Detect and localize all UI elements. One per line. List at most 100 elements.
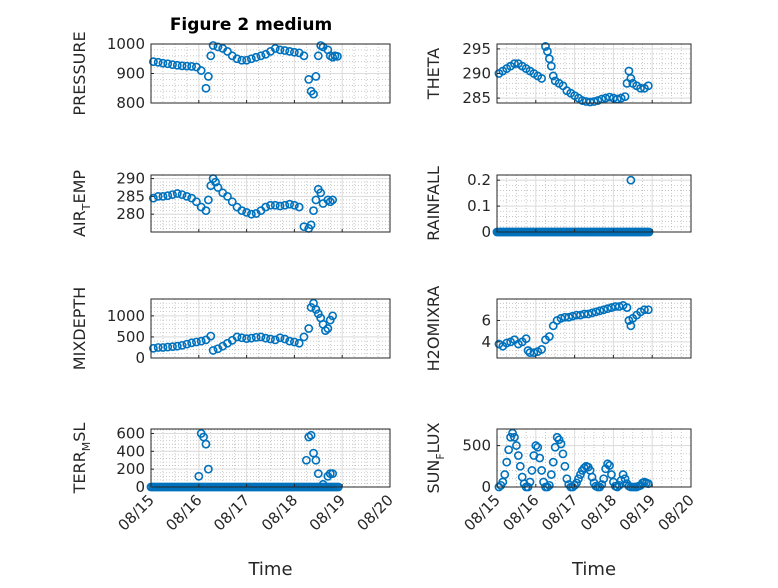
- data-point: [172, 189, 182, 198]
- data-point: [587, 308, 597, 318]
- data-point: [232, 54, 242, 64]
- data-point: [246, 209, 256, 219]
- data-point: [636, 83, 645, 93]
- data-point: [316, 188, 326, 198]
- y-tick-label: 200: [116, 460, 145, 478]
- data-point: [587, 472, 597, 482]
- data-point: [535, 453, 545, 463]
- data-point: [201, 206, 211, 216]
- data-point: [182, 339, 192, 349]
- data-point: [502, 457, 512, 467]
- data-point: [546, 470, 556, 479]
- subplot-rainfall: 0 0.1 0.2 RAINFALL: [424, 166, 692, 241]
- data-point: [289, 200, 299, 210]
- data-point: [537, 466, 547, 475]
- data-point: [261, 333, 271, 343]
- y-tick-label: 1000: [107, 35, 145, 53]
- data-point: [510, 59, 519, 69]
- data-point: [275, 333, 285, 343]
- data-point: [583, 309, 593, 319]
- data-point: [251, 52, 261, 62]
- axes-background: [150, 428, 391, 488]
- data-point: [502, 338, 512, 348]
- data-point: [289, 47, 299, 57]
- y-tick-label: 0: [135, 478, 145, 496]
- data-point: [515, 461, 525, 471]
- y-tick-label: 0: [481, 223, 491, 241]
- x-axis-label: Time: [571, 559, 616, 580]
- data-point: [261, 202, 271, 212]
- data-point: [208, 41, 218, 50]
- data-point: [266, 334, 275, 344]
- data-point: [256, 332, 266, 342]
- data-point: [304, 75, 314, 84]
- data-point: [500, 470, 510, 479]
- data-point: [595, 306, 605, 316]
- y-tick-label: 290: [462, 65, 491, 83]
- data-point: [564, 312, 574, 322]
- data-point: [548, 71, 558, 81]
- data-point: [622, 303, 632, 312]
- data-point: [158, 343, 168, 352]
- data-series: [494, 301, 653, 358]
- data-point: [172, 60, 182, 70]
- y-tick-label: 4: [481, 333, 491, 351]
- data-point: [605, 92, 614, 102]
- data-point: [237, 55, 247, 65]
- data-point: [513, 451, 523, 460]
- data-point: [187, 338, 197, 348]
- x-tick-label: 08/19: [616, 491, 659, 534]
- data-point: [328, 469, 338, 479]
- data-point: [206, 51, 216, 61]
- data-point: [242, 334, 251, 344]
- data-point: [192, 197, 201, 207]
- data-series: [148, 298, 338, 355]
- y-tick-label: 6: [481, 311, 491, 329]
- data-point: [321, 326, 330, 336]
- y-tick-label: 290: [116, 170, 145, 188]
- data-point: [206, 331, 216, 341]
- data-point: [177, 61, 187, 71]
- data-point: [196, 66, 206, 75]
- y-tick-label: 500: [116, 328, 145, 346]
- data-point: [153, 57, 163, 67]
- data-point: [153, 343, 163, 352]
- data-point: [599, 305, 609, 315]
- chart-title: Figure 2 medium: [170, 15, 332, 35]
- data-point: [301, 455, 311, 465]
- y-tick-label: 800: [116, 94, 145, 112]
- axes-frame: [150, 428, 391, 488]
- data-point: [531, 441, 541, 450]
- data-point: [285, 336, 295, 346]
- x-tick-label: 08/19: [306, 491, 349, 534]
- data-point: [182, 191, 192, 201]
- data-point: [232, 332, 242, 342]
- y-axis-label: AIRTEMP: [70, 170, 93, 237]
- data-point: [333, 51, 342, 61]
- data-point: [148, 193, 158, 203]
- data-point: [213, 42, 223, 52]
- x-tick-label: 08/16: [499, 491, 542, 534]
- data-point: [246, 54, 256, 64]
- data-point: [533, 442, 543, 452]
- data-point: [196, 336, 206, 346]
- data-point: [182, 61, 192, 71]
- data-point: [643, 81, 653, 91]
- data-point: [270, 44, 280, 53]
- data-point: [223, 46, 232, 56]
- y-tick-label: 0: [481, 478, 491, 496]
- axes-frame: [496, 174, 692, 233]
- data-point: [548, 457, 558, 467]
- data-point: [640, 305, 649, 315]
- data-point: [163, 59, 173, 69]
- data-series: [148, 41, 342, 99]
- data-point: [626, 74, 636, 83]
- data-point: [556, 439, 566, 449]
- data-point: [506, 432, 515, 442]
- data-series: [494, 42, 653, 107]
- data-point: [504, 445, 514, 455]
- data-point: [585, 97, 595, 107]
